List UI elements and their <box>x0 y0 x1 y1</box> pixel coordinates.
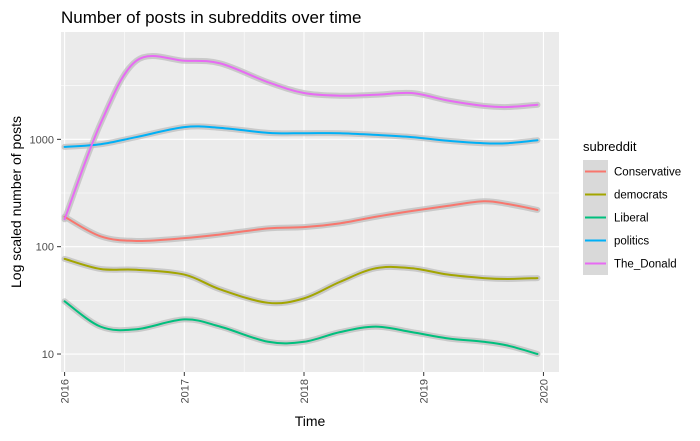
legend: subreddit Conservative democrats Liberal po… <box>583 139 681 275</box>
x-axis: 2016 2017 2018 2019 2020 <box>60 372 550 403</box>
y-axis-title: Log scaled number of posts <box>8 116 24 288</box>
series-line <box>63 125 539 148</box>
x-tick-label: 2020 <box>538 379 550 403</box>
x-tick-label: 2019 <box>419 379 431 403</box>
x-tick-label: 2016 <box>60 379 72 403</box>
series-lines <box>63 54 539 356</box>
y-tick-label: 1000 <box>30 134 54 146</box>
legend-label: The_Donald <box>614 259 677 271</box>
series-line <box>63 300 539 356</box>
series-line <box>63 257 539 305</box>
series-line <box>63 54 539 221</box>
y-tick-label: 100 <box>36 242 54 254</box>
legend-label: democrats <box>614 190 668 202</box>
minor-gridlines <box>61 32 559 372</box>
legend-label: Conservative <box>614 167 681 179</box>
y-axis: 10 100 1000 <box>30 134 61 361</box>
legend-title: subreddit <box>583 139 637 154</box>
x-tick-label: 2018 <box>299 379 311 403</box>
x-axis-title: Time <box>295 413 326 429</box>
legend-label: Liberal <box>614 213 649 225</box>
y-tick-label: 10 <box>42 349 54 361</box>
chart-title: Number of posts in subreddits over time <box>61 8 361 27</box>
x-tick-label: 2017 <box>179 379 191 403</box>
major-gridlines <box>61 32 559 372</box>
legend-label: politics <box>614 236 649 248</box>
series-line <box>63 200 539 242</box>
